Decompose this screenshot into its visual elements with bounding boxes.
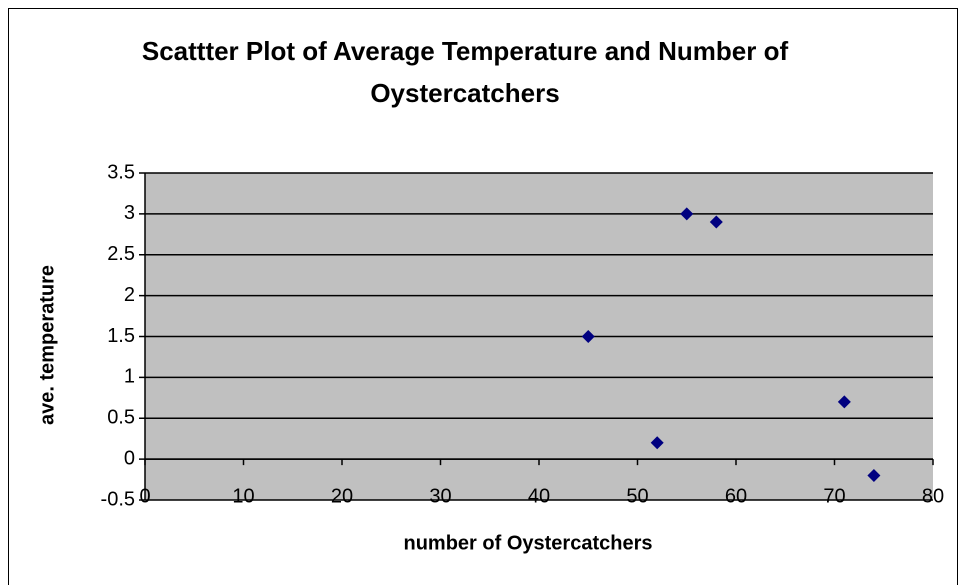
x-tick-label: 20 xyxy=(331,485,353,507)
point xyxy=(837,395,851,409)
y-tick-label: 2 xyxy=(124,284,135,306)
x-tick-label: 70 xyxy=(823,485,845,507)
x-tick-label: 60 xyxy=(725,485,747,507)
chart-frame xyxy=(8,8,958,585)
y-tick-label: 0 xyxy=(124,447,135,469)
y-axis-title: ave. temperature xyxy=(36,265,58,425)
point xyxy=(867,468,881,482)
point xyxy=(650,436,664,450)
y-tick-label: 0.5 xyxy=(107,407,135,429)
x-tick-label: 30 xyxy=(429,485,451,507)
chart-title: Scattter Plot of Average Temperature and… xyxy=(141,36,789,108)
x-tick-label: 50 xyxy=(626,485,648,507)
y-tick-label: 3 xyxy=(124,202,135,224)
y-tick-label: -0.5 xyxy=(101,488,135,510)
x-tick-label: 80 xyxy=(922,485,944,507)
point xyxy=(709,215,723,229)
point xyxy=(581,330,595,343)
x-axis-title: number of Oystercatchers xyxy=(404,532,653,554)
y-tick-label: 2.5 xyxy=(107,243,135,265)
x-tick-label: 0 xyxy=(139,485,150,507)
y-tick-label: 1 xyxy=(124,366,135,388)
point xyxy=(680,207,694,221)
y-tick-label: 1.5 xyxy=(107,325,135,347)
x-tick-label: 40 xyxy=(528,485,550,507)
x-tick-label: 10 xyxy=(232,485,254,507)
y-tick-label: 3.5 xyxy=(107,161,135,183)
